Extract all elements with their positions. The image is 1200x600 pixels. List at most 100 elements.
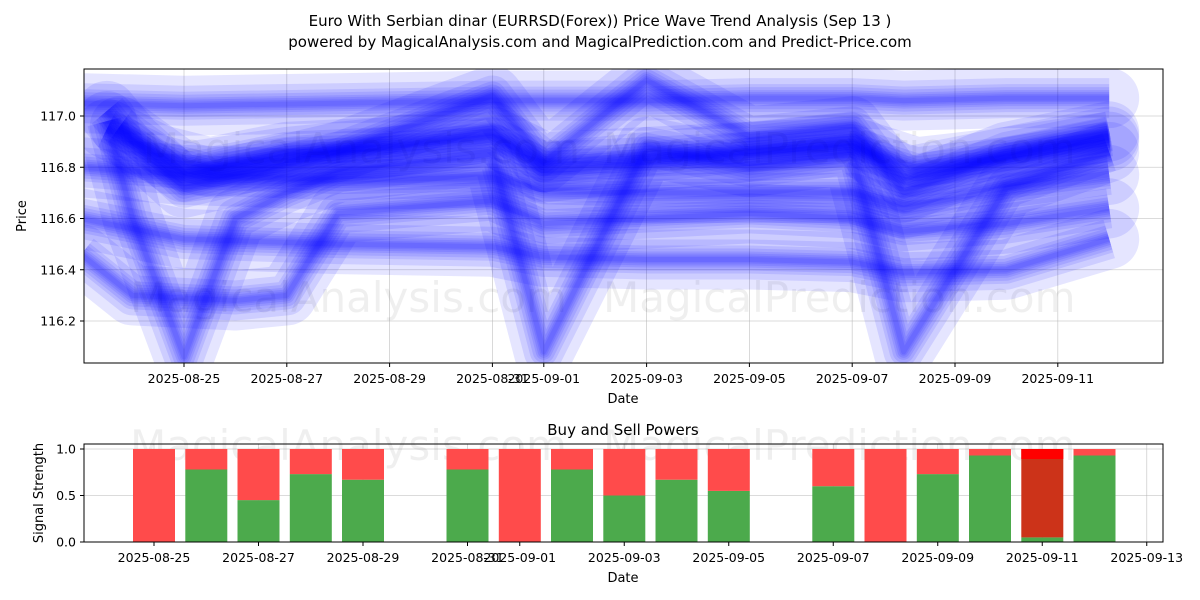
sell-bar (1073, 449, 1116, 456)
price-y-tick-label: 116.8 (40, 160, 76, 175)
signal-x-tick-label: 2025-09-09 (901, 550, 974, 565)
signal-y-tick-label: 0.5 (56, 488, 76, 503)
wave-series-line (84, 186, 1112, 315)
buy-bar (342, 479, 384, 542)
signal-panel-title: Buy and Sell Powers (547, 421, 699, 439)
wave-series-line (84, 137, 1140, 239)
signal-x-tick-label: 2025-09-03 (588, 550, 661, 565)
buy-bar (603, 495, 646, 542)
sell-bar (446, 449, 489, 470)
wave-series-line (87, 115, 1116, 363)
price-x-axis-label: Date (607, 392, 638, 407)
wave-series-line (84, 165, 1110, 211)
wave-series-line (84, 92, 1110, 112)
signal-plot-frame (83, 443, 1164, 543)
wave-series-line (84, 198, 1115, 293)
sell-bar (864, 449, 907, 542)
buy-bar (1073, 455, 1116, 542)
signal-x-tick-label: 2025-08-27 (222, 550, 295, 565)
signal-x-tick-label: 2025-09-05 (692, 550, 765, 565)
sell-bar (289, 449, 332, 475)
wave-series-line (96, 118, 1113, 363)
sell-bar-peak (1021, 449, 1064, 459)
wave-series-line (111, 114, 1112, 187)
signal-x-tick-label: 2025-09-01 (483, 550, 556, 565)
wave-series-line (84, 207, 1113, 284)
signal-y-ticks: 0.0 0.5 1.0 (56, 442, 84, 550)
wave-series-line (84, 196, 1110, 305)
price-y-axis-label: Price (15, 200, 30, 232)
buy-bar (969, 455, 1011, 542)
wave-series-line (84, 156, 1111, 220)
signal-x-tick-label: 2025-08-25 (118, 550, 191, 565)
wave-series-line (115, 119, 1111, 181)
buy-bar (916, 474, 959, 542)
signal-bars (133, 449, 1116, 542)
price-grid (84, 69, 1163, 363)
signal-y-axis-label: Signal Strength (32, 443, 47, 543)
wave-series-line (84, 91, 1140, 363)
wave-series-line (103, 121, 1111, 186)
wave-series-line (104, 77, 1110, 196)
signal-y-tick-label: 1.0 (56, 442, 76, 457)
price-x-tick-label: 2025-09-11 (1021, 371, 1094, 386)
wave-series-line (98, 69, 1112, 204)
wave-series-line (91, 69, 1114, 213)
buy-bar (237, 500, 280, 542)
price-x-tick-label: 2025-08-29 (353, 371, 426, 386)
signal-x-tick-label: 2025-09-07 (797, 550, 870, 565)
wave-series-line (105, 125, 1110, 182)
wave-series-line (101, 118, 1112, 189)
price-x-tick-label: 2025-08-27 (250, 371, 323, 386)
price-x-tick-label: 2025-08-25 (148, 371, 221, 386)
watermark-analysis: MagicalAnalysis.com (130, 273, 567, 322)
price-x-tick-label: 2025-09-01 (507, 371, 580, 386)
price-y-tick-label: 116.2 (40, 314, 76, 329)
wave-series-group (84, 69, 1140, 363)
signal-x-tick-label: 2025-08-31 (431, 550, 504, 565)
wave-series-line (99, 119, 1112, 363)
wave-series-line (84, 69, 1140, 136)
price-panel: MagicalAnalysis.com MagicalPrediction.co… (15, 68, 1164, 407)
price-x-ticks: 2025-08-25 2025-08-27 2025-08-29 2025-08-31… (148, 363, 1094, 386)
wave-series-line (84, 210, 1112, 281)
watermark-prediction-top: MagicalPrediction.com (603, 124, 1076, 173)
wave-series-line (108, 110, 1113, 193)
price-x-tick-label: 2025-09-05 (713, 371, 786, 386)
wave-series-line (101, 119, 1112, 363)
wave-series-line (84, 161, 1110, 215)
wave-series-line (84, 147, 1112, 229)
wave-series-line (104, 123, 1111, 184)
wave-series-line (100, 116, 1112, 192)
wave-series-line (100, 72, 1111, 201)
sell-bar (342, 449, 384, 480)
sell-bar (603, 449, 646, 496)
buy-bar (655, 479, 698, 542)
wave-series-line (84, 153, 1111, 223)
buy-bar (707, 490, 750, 542)
wave-series-line (93, 117, 1114, 363)
sell-bar (133, 449, 175, 542)
wave-series-line (84, 216, 1110, 275)
buy-bar (812, 486, 855, 542)
buy-bar (185, 469, 228, 542)
price-y-tick-label: 117.0 (40, 109, 76, 124)
wave-series-line (84, 170, 1140, 331)
signal-y-tick-label: 0.0 (56, 535, 76, 550)
wave-series-line (116, 121, 1111, 179)
sell-bar (1021, 449, 1064, 538)
sell-bar (655, 449, 698, 480)
buy-bar (446, 469, 489, 542)
signal-x-tick-label: 2025-08-29 (327, 550, 400, 565)
price-x-tick-label: 2025-09-07 (816, 371, 889, 386)
wave-series-line (84, 180, 1113, 321)
sell-bar (185, 449, 228, 470)
signal-x-tick-label: 2025-09-13 (1110, 550, 1183, 565)
price-x-tick-label: 2025-08-31 (456, 371, 529, 386)
wave-series-line (84, 95, 1110, 109)
wave-series-line (84, 78, 1110, 126)
signal-x-tick-label: 2025-09-11 (1006, 550, 1079, 565)
price-plot-frame (83, 68, 1164, 364)
wave-series-line (97, 110, 1114, 198)
